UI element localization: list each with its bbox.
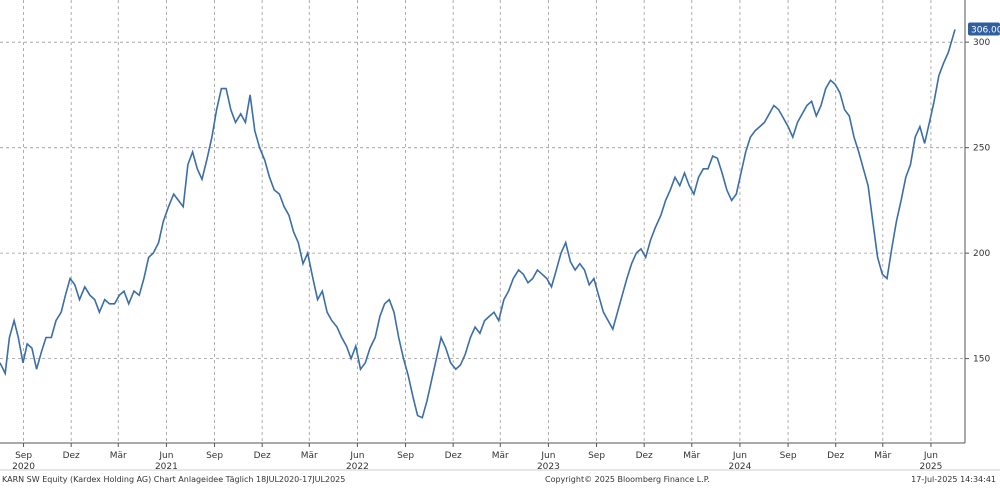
x-tick-label: Dez bbox=[636, 451, 653, 461]
x-tick-label: Dez bbox=[827, 451, 844, 461]
grid bbox=[0, 0, 965, 443]
axis bbox=[0, 0, 966, 444]
x-tick-label: Jun bbox=[349, 451, 364, 461]
x-tick-label: Sep bbox=[397, 451, 414, 461]
footer-center: Copyright© 2025 Bloomberg Finance L.P. bbox=[545, 475, 710, 484]
footer-right: 17-Jul-2025 14:34:41 bbox=[911, 475, 996, 484]
y-tick-label: 200 bbox=[973, 249, 990, 259]
y-tick-labels: 150 200 250 300 bbox=[965, 38, 990, 365]
year-label: 2020 bbox=[12, 462, 35, 472]
year-label: 2023 bbox=[537, 462, 560, 472]
x-tick-label: Dez bbox=[445, 451, 462, 461]
x-tick-label: Sep bbox=[15, 451, 32, 461]
x-tick-label: Sep bbox=[588, 451, 605, 461]
x-tick-label: Mär bbox=[874, 451, 891, 461]
x-tick-label: Mär bbox=[683, 451, 700, 461]
x-tick-label: Dez bbox=[63, 451, 80, 461]
x-tick-label: Jun bbox=[923, 451, 938, 461]
footer-left: KARN SW Equity (Kardex Holding AG) Chart… bbox=[2, 475, 345, 484]
x-tick-label: Dez bbox=[254, 451, 271, 461]
y-tick-label: 250 bbox=[973, 144, 990, 154]
x-tick-label: Jun bbox=[158, 451, 173, 461]
x-tick-label: Mär bbox=[110, 451, 127, 461]
year-label: 2022 bbox=[346, 462, 369, 472]
year-label: 2024 bbox=[728, 462, 751, 472]
y-tick-label: 300 bbox=[973, 38, 990, 48]
last-value-label: 306.00 bbox=[971, 26, 1000, 36]
price-series-line bbox=[0, 29, 956, 419]
y-tick-label: 150 bbox=[973, 355, 990, 365]
year-label: 2021 bbox=[155, 462, 178, 472]
x-tick-label: Jun bbox=[732, 451, 747, 461]
last-value-box bbox=[968, 22, 1000, 36]
x-tick-label: Mär bbox=[492, 451, 509, 461]
x-tick-labels: Sep Dez Mär Jun Sep Dez Mär Jun Sep Dez Mär Jun Sep D… bbox=[15, 443, 938, 461]
year-labels: 2020 2021 2022 2023 2024 2025 bbox=[12, 462, 942, 472]
x-tick-label: Sep bbox=[780, 451, 797, 461]
x-tick-label: Sep bbox=[206, 451, 223, 461]
last-value-badge: 306.00 bbox=[968, 22, 1000, 36]
x-tick-label: Mär bbox=[301, 451, 318, 461]
year-label: 2025 bbox=[919, 462, 942, 472]
x-tick-label: Jun bbox=[540, 451, 555, 461]
